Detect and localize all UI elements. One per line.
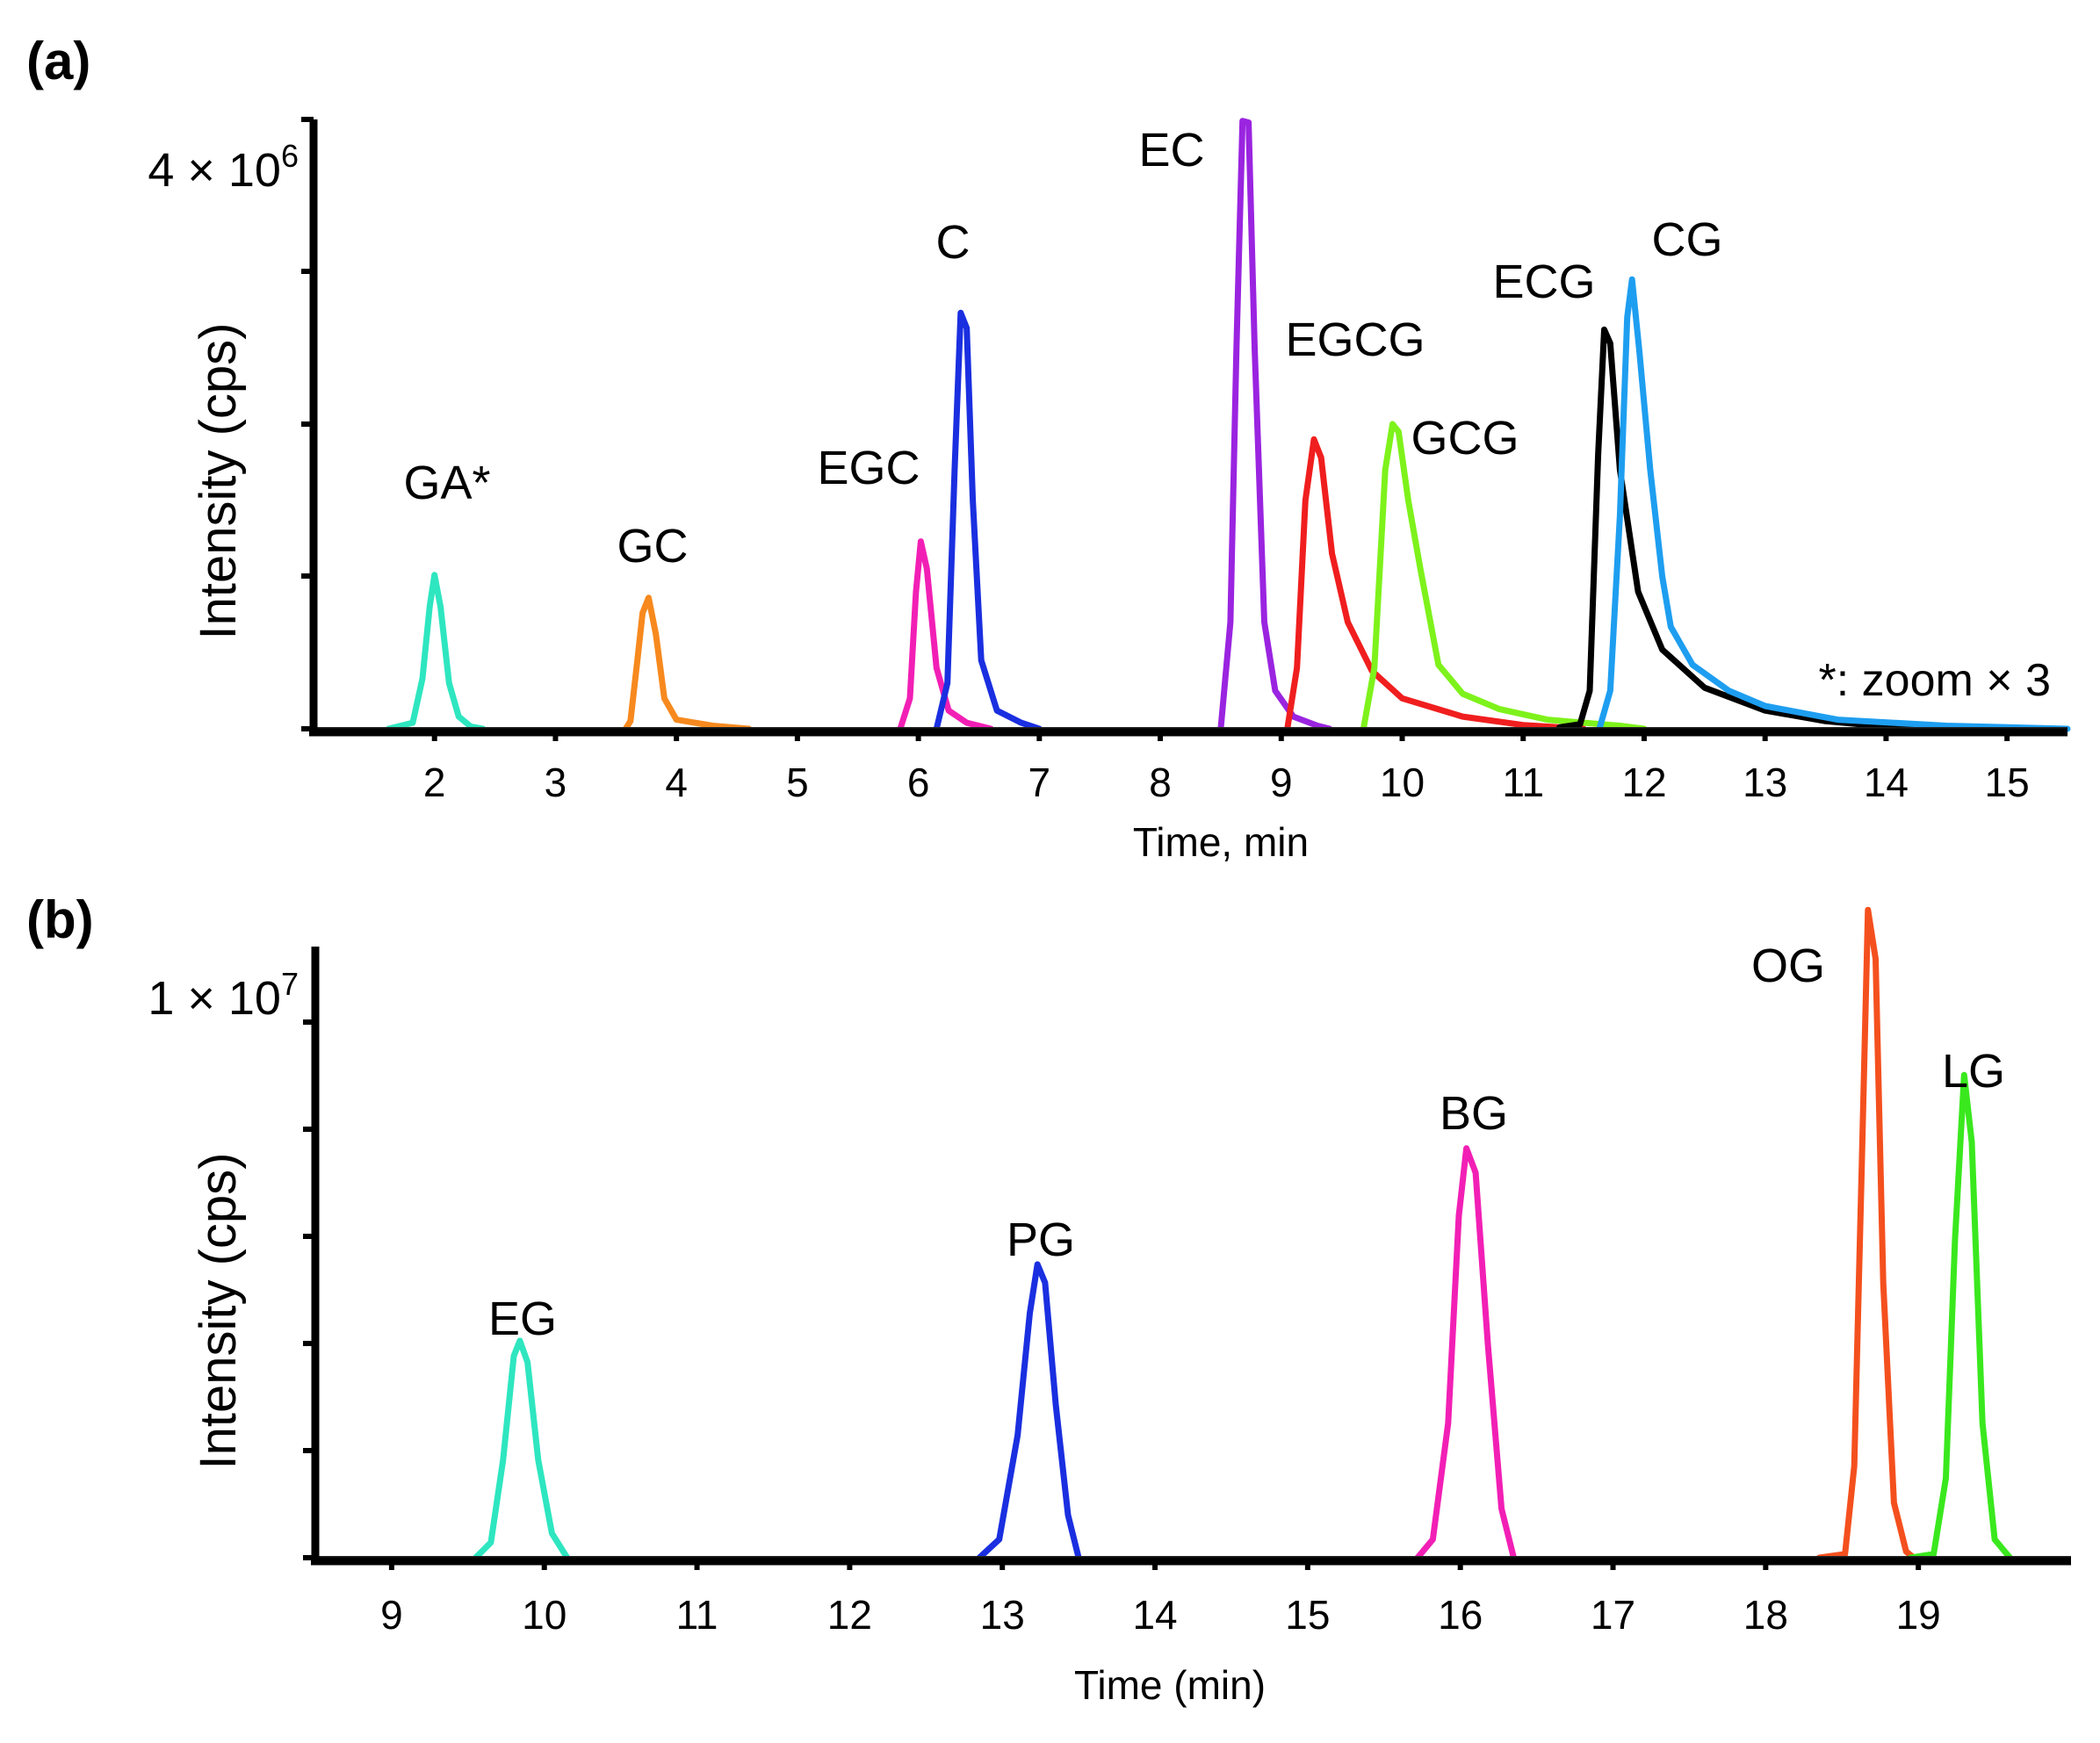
x-tick-label-a-12: 12 bbox=[1621, 760, 1666, 805]
x-tick-label-a-11: 11 bbox=[1502, 760, 1544, 805]
peak-label-ec: EC bbox=[1138, 124, 1204, 176]
peak-label-eg: EG bbox=[488, 1293, 557, 1345]
x-tick-label-b-9: 9 bbox=[380, 1592, 403, 1638]
panel-b: (b) 1 × 107 Intensity (cps) Time (min) 9… bbox=[26, 890, 2071, 1708]
x-tick-label-b-14: 14 bbox=[1132, 1592, 1177, 1638]
x-tick-label-a-3: 3 bbox=[545, 760, 567, 805]
trace-lg bbox=[1908, 1071, 2013, 1561]
peak-label-pg: PG bbox=[1007, 1214, 1075, 1266]
panel-a-label: (a) bbox=[26, 32, 90, 90]
peak-label-lg: LG bbox=[1942, 1045, 2005, 1098]
panel-a-y-ticks bbox=[301, 117, 314, 731]
x-tick-label-b-18: 18 bbox=[1743, 1592, 1788, 1638]
x-tick-label-b-11: 11 bbox=[676, 1592, 718, 1638]
panel-a-traces bbox=[314, 118, 2071, 732]
panel-b-y-max-label: 1 × 107 bbox=[148, 966, 299, 1025]
trace-pg bbox=[976, 1261, 1082, 1561]
panel-b-x-ticks: 9 10 11 12 13 14 15 16 17 18 19 bbox=[380, 1558, 1941, 1638]
x-tick-label-a-5: 5 bbox=[786, 760, 809, 805]
peak-label-gcg: GCG bbox=[1411, 412, 1519, 465]
x-tick-label-a-2: 2 bbox=[423, 760, 446, 805]
trace-cg bbox=[1596, 276, 2071, 732]
trace-bg bbox=[1414, 1145, 1517, 1561]
trace-egcg bbox=[1284, 436, 1587, 732]
x-tick-label-a-9: 9 bbox=[1270, 760, 1293, 805]
panel-a: (a) 4 × 106 Intensity (cps) Time, min *:… bbox=[26, 32, 2071, 865]
peak-label-cg: CG bbox=[1652, 213, 1723, 266]
panel-b-peak-labels: EG PG BG OG LG bbox=[488, 940, 2005, 1345]
panel-a-peak-labels: GA* GC EGC C EC EGCG GCG ECG CG bbox=[403, 124, 1722, 573]
peak-label-og: OG bbox=[1751, 940, 1825, 992]
x-tick-label-a-7: 7 bbox=[1028, 760, 1051, 805]
trace-gc bbox=[622, 594, 753, 732]
trace-og bbox=[1815, 906, 1917, 1561]
x-tick-label-b-16: 16 bbox=[1438, 1592, 1483, 1638]
x-tick-label-a-13: 13 bbox=[1743, 760, 1787, 805]
x-tick-label-b-19: 19 bbox=[1896, 1592, 1941, 1638]
trace-ec bbox=[1217, 118, 1333, 732]
panel-b-traces bbox=[315, 906, 2071, 1561]
trace-ga bbox=[385, 572, 487, 732]
panel-a-x-axis-label: Time, min bbox=[1133, 819, 1309, 865]
peak-label-c: C bbox=[936, 216, 971, 269]
peak-label-bg: BG bbox=[1440, 1087, 1508, 1140]
trace-eg bbox=[473, 1337, 571, 1561]
panel-b-y-ticks bbox=[303, 1019, 315, 1560]
x-tick-label-b-12: 12 bbox=[827, 1592, 872, 1638]
trace-gcg bbox=[1360, 421, 1648, 732]
x-tick-label-a-8: 8 bbox=[1149, 760, 1172, 805]
x-tick-label-a-15: 15 bbox=[1985, 760, 2030, 805]
x-tick-label-b-13: 13 bbox=[980, 1592, 1025, 1638]
panel-a-y-axis-label: Intensity (cps) bbox=[190, 323, 247, 640]
x-tick-label-b-17: 17 bbox=[1591, 1592, 1635, 1638]
peak-label-ecg: ECG bbox=[1492, 256, 1595, 308]
peak-label-ga: GA* bbox=[403, 457, 490, 509]
x-tick-label-a-10: 10 bbox=[1380, 760, 1425, 805]
x-tick-label-a-4: 4 bbox=[665, 760, 688, 805]
panel-a-y-max-label: 4 × 106 bbox=[148, 138, 299, 197]
zoom-annotation: *: zoom × 3 bbox=[1819, 655, 2051, 706]
x-tick-label-b-15: 15 bbox=[1285, 1592, 1330, 1638]
x-tick-label-a-14: 14 bbox=[1864, 760, 1909, 805]
trace-ecg bbox=[1556, 326, 1950, 732]
x-tick-label-b-10: 10 bbox=[522, 1592, 566, 1638]
peak-label-gc: GC bbox=[617, 520, 689, 573]
panel-b-x-axis-label: Time (min) bbox=[1074, 1662, 1266, 1708]
peak-label-egc: EGC bbox=[817, 442, 920, 494]
trace-egc bbox=[897, 538, 994, 732]
trace-c bbox=[933, 309, 1043, 732]
peak-label-egcg: EGCG bbox=[1285, 313, 1425, 366]
x-tick-label-a-6: 6 bbox=[907, 760, 930, 805]
panel-b-y-axis-label: Intensity (cps) bbox=[190, 1153, 247, 1470]
panel-b-label: (b) bbox=[26, 890, 94, 949]
panel-a-x-ticks: 2 3 4 5 6 7 8 9 10 11 12 13 14 15 bbox=[423, 729, 2030, 805]
